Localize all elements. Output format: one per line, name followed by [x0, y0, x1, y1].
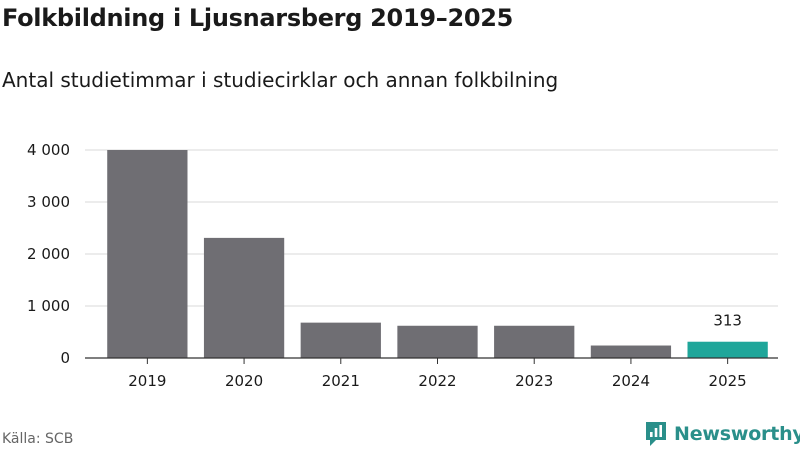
- chart-subtitle: Antal studietimmar i studiecirklar och a…: [2, 68, 559, 92]
- x-tick-label: 2019: [128, 372, 166, 390]
- y-tick-label: 3 000: [27, 193, 70, 211]
- bar: [300, 322, 381, 358]
- x-tick-label: 2024: [612, 372, 650, 390]
- x-tick-label: 2022: [418, 372, 456, 390]
- brand-name: Newsworthy: [674, 423, 800, 445]
- x-tick-label: 2023: [515, 372, 553, 390]
- data-label: 313: [713, 312, 742, 330]
- bar: [397, 325, 478, 358]
- bar: [107, 150, 188, 358]
- bar: [203, 237, 285, 358]
- y-tick-label: 1 000: [27, 297, 70, 315]
- brand-logo: Newsworthy: [644, 420, 800, 448]
- bar: [494, 325, 575, 358]
- y-tick-label: 2 000: [27, 245, 70, 263]
- bar: [590, 345, 672, 358]
- bar: [687, 341, 768, 358]
- x-tick-label: 2021: [322, 372, 360, 390]
- x-tick-label: 2020: [225, 372, 263, 390]
- y-tick-label: 4 000: [27, 141, 70, 159]
- chart-title: Folkbildning i Ljusnarsberg 2019–2025: [2, 4, 514, 32]
- x-tick-label: 2025: [709, 372, 747, 390]
- newsworthy-logo-icon: [646, 422, 666, 446]
- y-tick-label: 0: [60, 349, 70, 367]
- source-label: Källa: SCB: [2, 431, 74, 447]
